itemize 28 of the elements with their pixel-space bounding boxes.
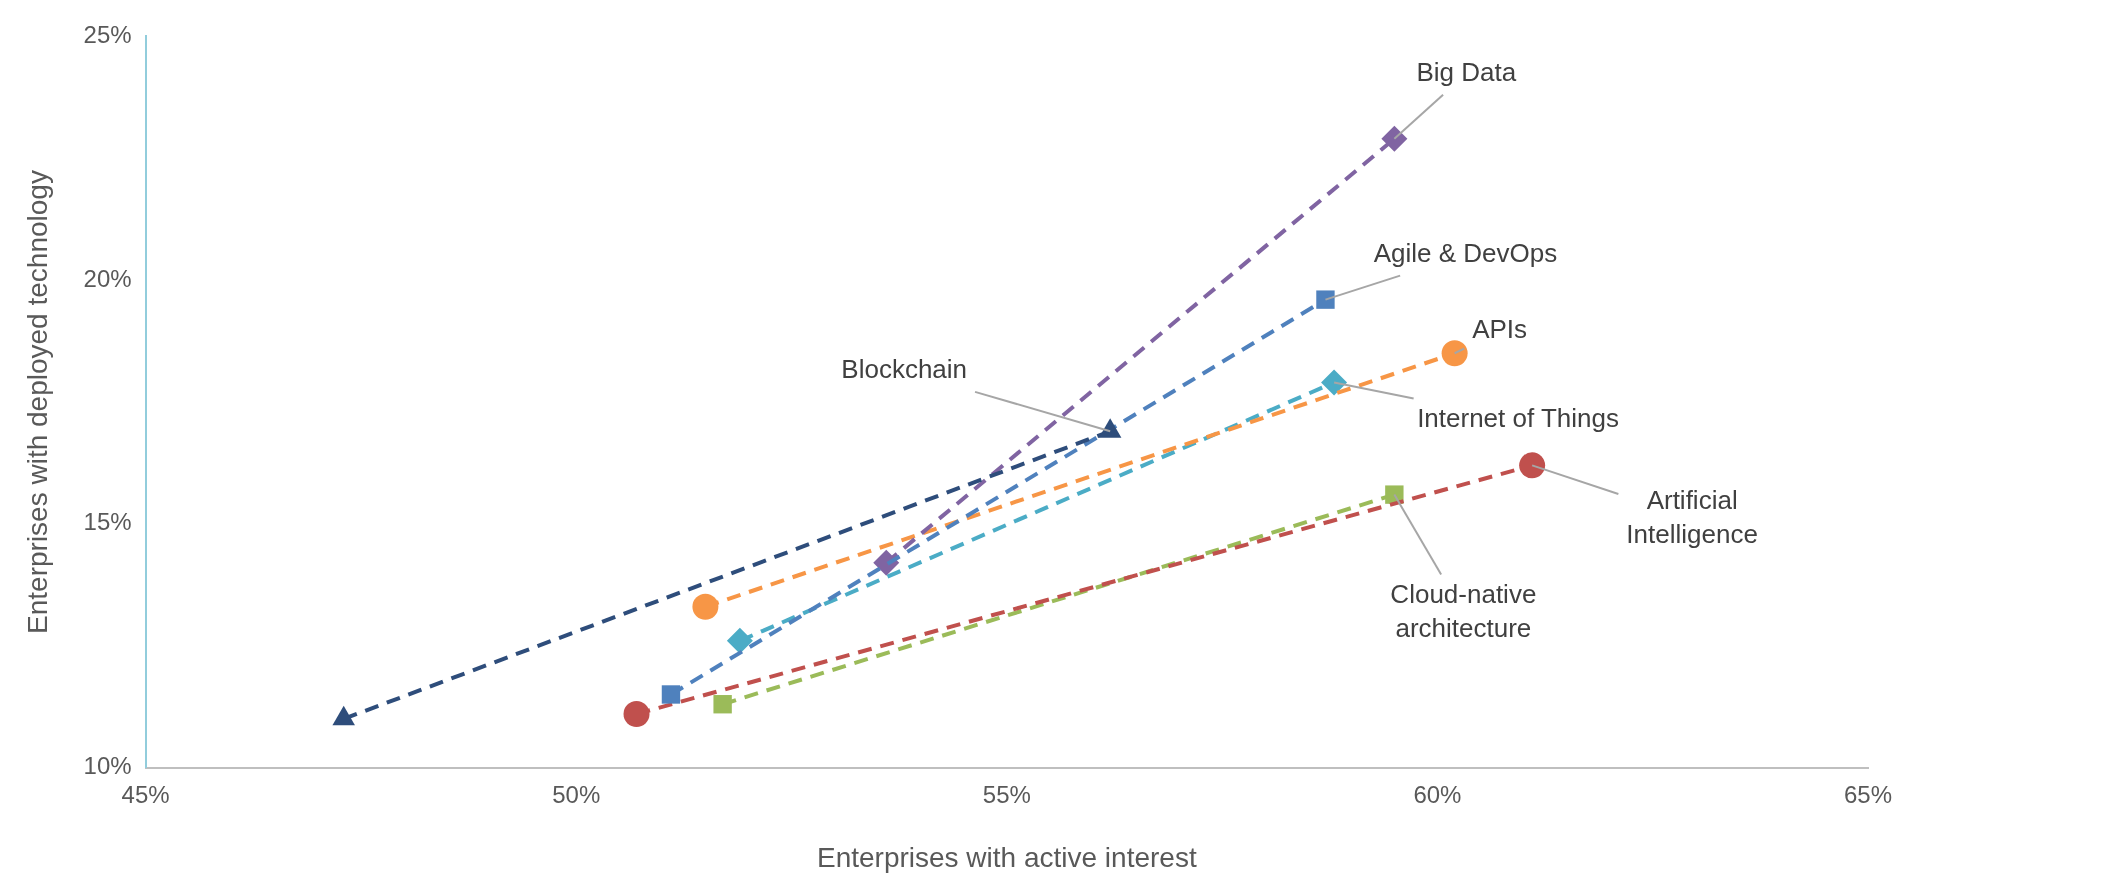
x-tick-label: 45% (121, 780, 170, 808)
x-tick-label: 65% (1843, 780, 1893, 808)
y-axis-title: Enterprises with deployed technology (21, 170, 53, 634)
point (1321, 369, 1348, 396)
text: Artificial Intelligence (1626, 484, 1758, 549)
y-tick-label: 10% (83, 752, 132, 780)
series-label: Big Data (1416, 56, 1517, 87)
x-tick-label: 60% (1413, 780, 1462, 808)
x-tick-label: 50% (552, 780, 601, 808)
point (1381, 125, 1408, 152)
point (692, 593, 719, 620)
text: Cloud-native architecture (1390, 578, 1537, 643)
point (1316, 290, 1335, 309)
x-tick-label: 55% (982, 780, 1031, 808)
y-tick-label: 15% (83, 508, 132, 536)
y-tick-label: 20% (83, 264, 132, 292)
point (1519, 452, 1546, 479)
point (726, 627, 753, 654)
series-label: Agile & DevOps (1373, 237, 1558, 268)
y-tick-label: 25% (83, 21, 132, 49)
text: Internet of Things (1417, 402, 1619, 433)
series-label: APIs (1472, 314, 1528, 345)
x-axis-title: Enterprises with active interest (816, 841, 1197, 873)
point (661, 685, 681, 704)
point (1441, 340, 1468, 367)
point (713, 695, 732, 714)
text: Blockchain (841, 354, 968, 385)
point (623, 700, 650, 727)
